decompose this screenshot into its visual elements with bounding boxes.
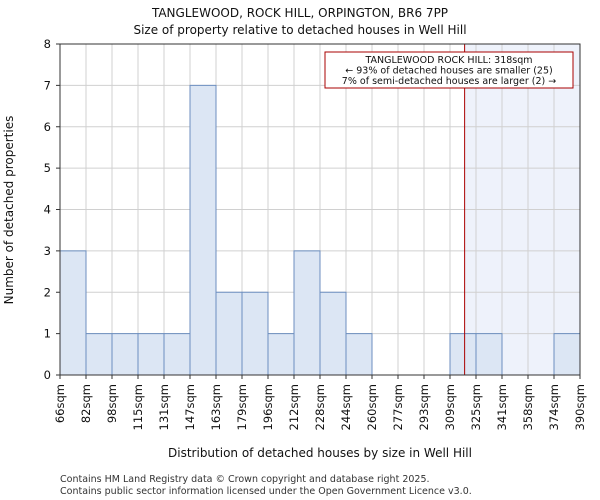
x-tick-label: 228sqm — [313, 384, 327, 430]
bar-244sqm — [345, 333, 373, 376]
y-tick-label: 4 — [44, 203, 51, 217]
x-tick-label: 374sqm — [547, 384, 561, 430]
x-tick-label: 66sqm — [53, 384, 67, 423]
annotation-line-2: ← 93% of detached houses are smaller (25… — [345, 66, 552, 77]
x-tick-label: 277sqm — [391, 384, 405, 430]
bar-82sqm — [85, 333, 113, 376]
x-tick-label: 341sqm — [495, 384, 509, 430]
y-tick-label: 1 — [44, 327, 51, 341]
annotation-line-1: TANGLEWOOD ROCK HILL: 318sqm — [364, 55, 532, 66]
y-tick-label: 6 — [44, 120, 51, 134]
chart-subtitle: Size of property relative to detached ho… — [133, 23, 466, 37]
x-tick-label: 179sqm — [235, 384, 249, 430]
bar-163sqm — [215, 291, 243, 376]
bar-131sqm — [163, 333, 191, 376]
chart-title: TANGLEWOOD, ROCK HILL, ORPINGTON, BR6 7P… — [151, 6, 448, 20]
x-axis-ticks: 66sqm 82sqm 98sqm 115sqm 131sqm 147sqm 163sqm 1… — [53, 375, 587, 430]
bar-98sqm — [111, 333, 139, 376]
bar-66sqm — [59, 250, 87, 376]
x-axis-label: Distribution of detached houses by size … — [168, 446, 472, 460]
y-tick-label: 5 — [44, 161, 51, 175]
x-tick-label: 98sqm — [105, 384, 119, 423]
x-tick-label: 212sqm — [287, 384, 301, 430]
x-tick-label: 131sqm — [157, 384, 171, 430]
bar-179sqm — [241, 291, 269, 376]
y-tick-label: 7 — [44, 78, 51, 92]
x-tick-label: 196sqm — [261, 384, 275, 430]
bar-212sqm — [293, 250, 321, 376]
bar-325sqm — [475, 333, 503, 376]
y-tick-label: 0 — [44, 368, 51, 382]
bars — [59, 84, 581, 376]
x-tick-label: 325sqm — [469, 384, 483, 430]
x-tick-label: 82sqm — [79, 384, 93, 423]
y-tick-label: 2 — [44, 285, 51, 299]
x-tick-label: 309sqm — [443, 384, 457, 430]
bar-147sqm — [189, 84, 217, 376]
y-tick-label: 3 — [44, 244, 51, 258]
bar-228sqm — [319, 291, 347, 376]
x-tick-label: 358sqm — [521, 384, 535, 430]
bar-309sqm — [449, 333, 477, 376]
bar-196sqm — [267, 333, 295, 376]
x-tick-label: 147sqm — [183, 384, 197, 430]
x-tick-label: 244sqm — [339, 384, 353, 430]
x-tick-label: 163sqm — [209, 384, 223, 430]
bar-374sqm — [553, 333, 581, 376]
x-tick-label: 390sqm — [573, 384, 587, 430]
footer-line-2: Contains public sector information licen… — [60, 486, 472, 497]
x-tick-label: 260sqm — [365, 384, 379, 430]
annotation-box — [324, 51, 574, 89]
x-tick-label: 115sqm — [131, 384, 145, 430]
y-tick-label: 8 — [44, 37, 51, 51]
bar-115sqm — [137, 333, 165, 376]
y-axis-label: Number of detached properties — [2, 116, 16, 305]
plot-frame — [59, 43, 581, 376]
annotation-line-3: 7% of semi-detached houses are larger (2… — [342, 76, 556, 87]
footer-line-1: Contains HM Land Registry data © Crown c… — [60, 474, 430, 485]
y-axis-ticks: 0 1 2 3 4 5 6 7 8 — [44, 37, 60, 382]
x-tick-label: 293sqm — [417, 384, 431, 430]
